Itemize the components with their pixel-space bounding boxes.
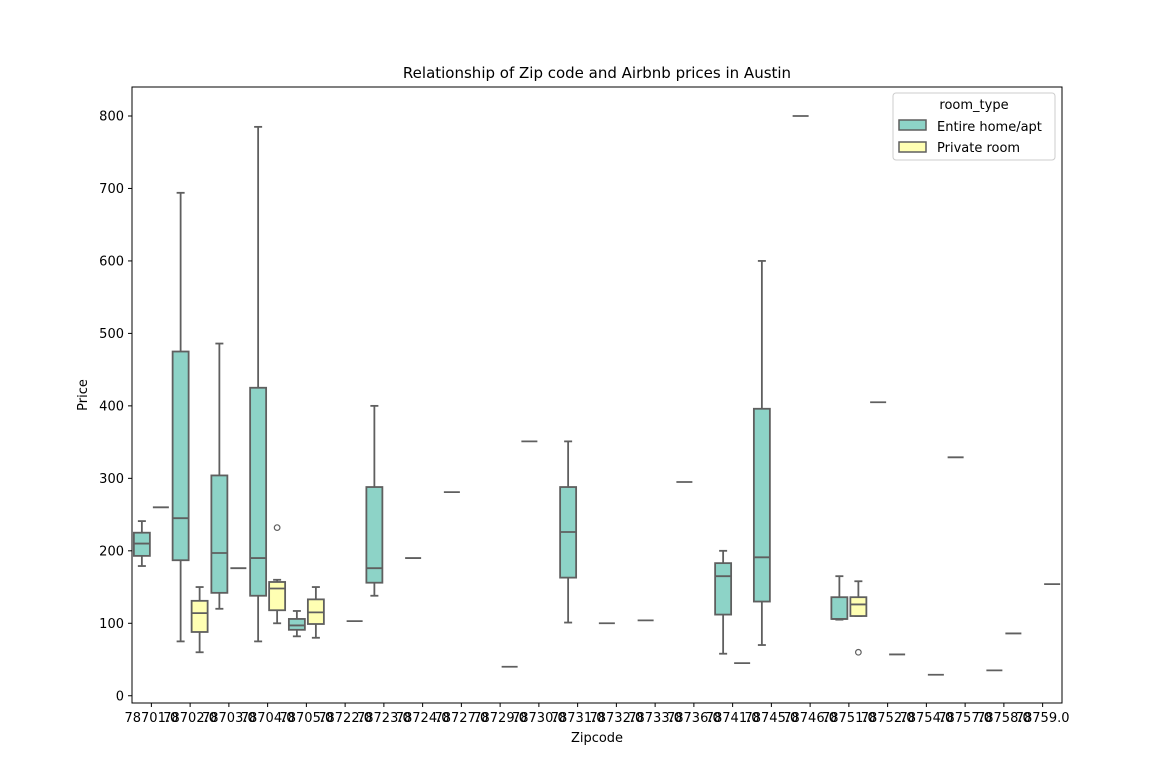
y-axis-label: Price bbox=[76, 379, 91, 411]
x-tick-label: 78704.0 bbox=[241, 711, 295, 726]
x-axis-label: Zipcode bbox=[571, 731, 623, 746]
legend: room_type Entire home/apt Private room bbox=[892, 92, 1056, 161]
y-tick-label: 0 bbox=[116, 689, 124, 704]
x-tick-label: 78746.0 bbox=[783, 711, 837, 726]
x-tick-label: 78705.0 bbox=[279, 711, 333, 726]
x-tick-label: 78730.0 bbox=[512, 711, 566, 726]
y-tick-label: 600 bbox=[99, 254, 124, 269]
box-body bbox=[849, 596, 868, 617]
box-body bbox=[268, 581, 287, 612]
box-body bbox=[752, 407, 771, 603]
x-tick-label: 78723.0 bbox=[357, 711, 411, 726]
axes-frame bbox=[131, 86, 1063, 704]
box-outlier bbox=[854, 648, 862, 656]
x-tick-label: 78736.0 bbox=[667, 711, 721, 726]
box-body bbox=[365, 486, 384, 584]
x-tick-label: 78731.0 bbox=[551, 711, 605, 726]
y-tick-label: 700 bbox=[99, 182, 124, 197]
box-body bbox=[210, 474, 229, 594]
y-tick-label: 800 bbox=[99, 109, 124, 124]
box-outlier bbox=[273, 524, 281, 532]
x-tick-label: 78757.0 bbox=[938, 711, 992, 726]
x-tick-label: 78703.0 bbox=[202, 711, 256, 726]
legend-frame bbox=[892, 92, 1056, 161]
y-tick-label: 400 bbox=[99, 399, 124, 414]
x-tick-label: 78752.0 bbox=[861, 711, 915, 726]
y-tick-label: 500 bbox=[99, 327, 124, 342]
legend-swatch-private-room bbox=[898, 141, 927, 153]
x-tick-label: 78732.0 bbox=[589, 711, 643, 726]
legend-title: room_type bbox=[939, 98, 1008, 113]
x-tick-label: 78759.0 bbox=[1016, 711, 1070, 726]
box-body bbox=[249, 386, 268, 597]
x-tick-label: 78754.0 bbox=[899, 711, 953, 726]
x-tick-label: 78751.0 bbox=[822, 711, 876, 726]
x-tick-label: 78745.0 bbox=[744, 711, 798, 726]
box-body bbox=[287, 618, 306, 631]
box-body bbox=[190, 599, 209, 633]
chart-title: Relationship of Zip code and Airbnb pric… bbox=[403, 64, 791, 82]
legend-swatch-entire-home bbox=[898, 119, 927, 131]
box-body bbox=[171, 350, 190, 562]
x-tick-label: 78701.0 bbox=[124, 711, 178, 726]
x-tick-label: 78724.0 bbox=[396, 711, 450, 726]
y-tick-label: 100 bbox=[99, 617, 124, 632]
x-tick-label: 78729.0 bbox=[473, 711, 527, 726]
box-body bbox=[714, 562, 733, 616]
x-tick-label: 78741.0 bbox=[706, 711, 760, 726]
x-tick-label: 78727.0 bbox=[434, 711, 488, 726]
y-tick-label: 200 bbox=[99, 544, 124, 559]
plot-area: 010020030040050060070080078701.078702.07… bbox=[99, 109, 1069, 726]
y-tick-label: 300 bbox=[99, 472, 124, 487]
x-tick-label: 78733.0 bbox=[628, 711, 682, 726]
x-tick-label: 78722.0 bbox=[318, 711, 372, 726]
legend-label-entire-home: Entire home/apt bbox=[937, 120, 1042, 135]
box-body bbox=[830, 596, 849, 620]
legend-label-private-room: Private room bbox=[937, 141, 1020, 156]
x-tick-label: 78702.0 bbox=[163, 711, 217, 726]
x-tick-label: 78758.0 bbox=[977, 711, 1031, 726]
